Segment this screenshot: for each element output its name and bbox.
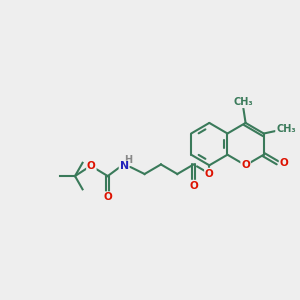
Text: CH₃: CH₃ <box>233 97 253 107</box>
Text: O: O <box>103 192 112 202</box>
Text: CH₃: CH₃ <box>276 124 296 134</box>
Text: O: O <box>205 169 214 178</box>
Text: N: N <box>120 161 129 172</box>
Text: O: O <box>280 158 288 168</box>
Text: O: O <box>241 160 250 170</box>
Text: O: O <box>87 161 96 172</box>
Text: O: O <box>189 181 198 190</box>
Text: H: H <box>124 155 132 165</box>
